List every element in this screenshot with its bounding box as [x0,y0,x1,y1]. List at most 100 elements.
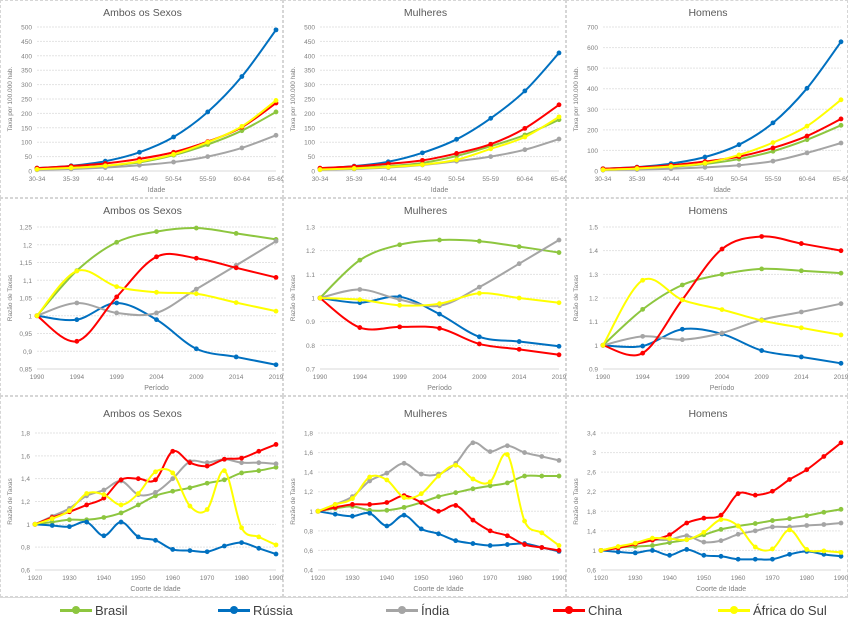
x-axis-label: Idade [148,187,166,194]
data-point-africa-do-sul [332,502,338,507]
y-tick-label: 450 [21,39,32,46]
data-point-brasil [821,509,827,515]
data-point-russia [154,317,159,323]
data-point-africa-do-sul [74,268,80,274]
data-point-china [701,515,707,521]
y-tick-label: 350 [304,68,315,75]
data-point-africa-do-sul [239,123,245,129]
data-point-china [204,463,210,469]
legend-swatch-brasil [60,604,92,616]
data-point-india [522,450,527,455]
x-tick-label: 35-39 [346,176,363,183]
y-tick-label: 2,6 [587,470,596,477]
data-point-brasil [650,543,655,548]
y-tick-label: 1,2 [23,242,32,249]
x-tick-label: 35-39 [63,176,80,183]
x-tick-label: 2014 [229,374,244,381]
x-tick-label: 30-34 [29,176,46,183]
data-point-russia [273,551,279,557]
data-point-africa-do-sul [315,508,321,514]
x-axis-label: Período [710,385,735,392]
data-point-china [187,460,193,466]
data-point-brasil [838,122,844,128]
data-point-china [454,151,459,156]
x-tick-label: 50-54 [731,176,748,183]
data-point-africa-do-sul [804,123,810,129]
data-point-brasil [476,238,482,244]
data-point-russia [798,354,804,360]
data-point-india [204,460,210,466]
y-tick-label: 500 [587,66,598,73]
x-axis-label: Idade [713,187,731,194]
data-point-russia [752,556,758,562]
data-point-russia [454,136,459,142]
data-point-brasil [804,513,810,519]
data-point-india [418,471,424,477]
series-africa-do-sul [315,452,562,548]
y-axis-label: Razão de Taxas [7,478,14,525]
series-line-russia [602,41,842,170]
data-point-africa-do-sul [598,548,604,553]
data-point-africa-do-sul [137,159,142,164]
data-point-russia [239,540,244,545]
data-point-brasil [49,519,55,525]
data-point-india [384,470,390,476]
data-point-russia [556,343,562,349]
data-point-china [153,477,158,483]
data-point-china [556,548,562,553]
data-point-russia [418,526,424,532]
data-point-africa-do-sul [437,301,442,307]
data-point-brasil [539,473,545,479]
data-point-china [640,350,646,356]
legend-swatch-africa-do-sul [718,604,750,616]
data-point-china [101,495,107,501]
data-point-china [770,145,776,151]
legend-item-india: Índia [386,601,449,619]
y-tick-label: 1,05 [19,296,32,303]
data-point-africa-do-sul [233,300,239,306]
chart-svg: Ambos os Sexos 0,6 0,8 1 1,2 1,4 1,6 1,8 1920 193… [7,408,284,593]
series-india [600,140,844,173]
x-axis-label: Coorte de Idade [696,586,746,593]
data-point-russia [420,150,425,156]
data-point-india [516,261,522,267]
y-tick-label: 600 [587,45,598,52]
data-point-africa-do-sul [684,537,690,543]
chart-title: Mulheres [404,7,447,19]
data-point-india [504,443,510,449]
x-tick-label: 1940 [380,575,395,582]
x-tick-label: 40-44 [97,176,114,183]
x-tick-label: 1990 [596,374,611,381]
y-tick-label: 700 [587,25,598,32]
data-point-russia [153,537,158,543]
y-tick-label: 0,4 [304,568,313,575]
data-point-russia [239,74,245,79]
x-tick-label: 1950 [697,575,712,582]
data-point-africa-do-sul [102,163,108,169]
data-point-africa-do-sul [67,508,72,514]
data-point-africa-do-sul [367,474,373,480]
data-point-africa-do-sul [600,342,606,348]
y-tick-label: 200 [587,127,598,134]
x-tick-label: 1970 [483,575,498,582]
y-tick-label: 1,25 [19,225,32,232]
y-tick-label: 1 [592,548,596,555]
data-point-brasil [453,490,459,496]
data-point-africa-do-sul [171,151,176,157]
data-point-russia [436,531,441,537]
data-point-china [838,248,844,254]
data-point-russia [770,120,776,126]
x-tick-label: 2004 [149,374,164,381]
data-point-africa-do-sul [118,502,124,508]
chart-panel-8: Mulheres 0,4 0,6 0,8 1 1,2 1,4 1,6 1,8 1920 1930 19… [283,396,567,597]
data-point-russia [453,538,459,544]
data-point-africa-do-sul [84,491,90,496]
series-africa-do-sul [317,290,562,308]
data-point-india [74,300,80,306]
data-point-africa-do-sul [701,529,707,535]
data-point-brasil [118,510,124,516]
data-point-china [804,467,810,473]
series-line-china [36,252,277,343]
data-point-africa-do-sul [350,496,355,501]
data-point-russia [787,551,792,557]
